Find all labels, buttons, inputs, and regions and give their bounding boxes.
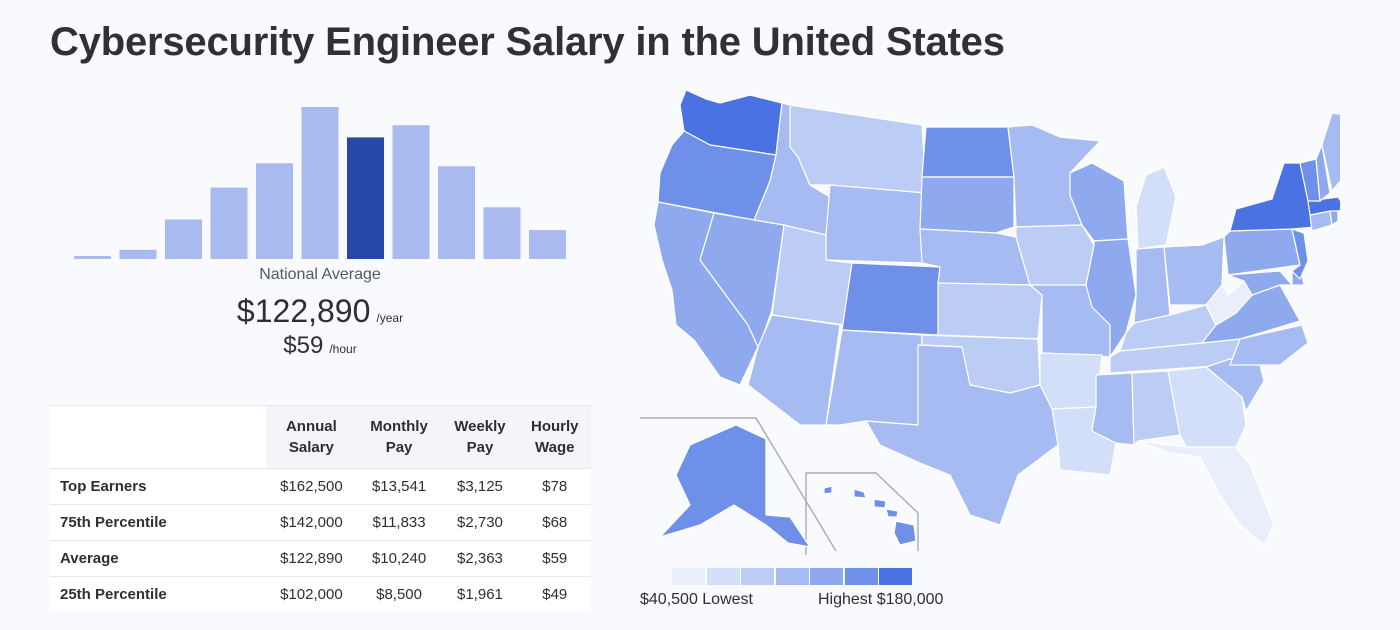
hourly-cell: $78 <box>518 468 591 505</box>
state-IL[interactable] <box>1085 238 1137 358</box>
legend-swatch <box>741 568 774 585</box>
table-corner-cell <box>50 405 266 469</box>
state-AZ[interactable] <box>747 314 841 426</box>
hawaii-island-oahu[interactable] <box>853 488 867 499</box>
histogram-bar-highlight <box>347 137 384 259</box>
table-row: Average $122,890 $10,240 $2,363 $59 <box>50 540 591 577</box>
hourly-cell: $49 <box>518 576 591 612</box>
state-MT[interactable] <box>789 104 927 194</box>
histogram-bar <box>256 163 293 259</box>
state-WY[interactable] <box>825 184 927 264</box>
state-IA[interactable] <box>1015 224 1095 286</box>
state-ME[interactable] <box>1321 112 1340 192</box>
annual-cell: $162,500 <box>266 468 357 505</box>
state-NJ[interactable] <box>1291 228 1309 280</box>
hourly-unit: /hour <box>329 342 357 356</box>
column-header-monthly: Monthly Pay <box>356 405 442 469</box>
column-header-hourly: Hourly Wage <box>518 405 591 469</box>
state-ND[interactable] <box>921 126 1015 178</box>
state-RI[interactable] <box>1329 210 1339 226</box>
legend-high-label: Highest $180,000 <box>818 591 944 608</box>
state-HI[interactable] <box>823 485 917 546</box>
legend-low-label: $40,500 Lowest <box>640 591 753 608</box>
hourly-cell: $59 <box>518 540 591 577</box>
weekly-cell: $2,730 <box>441 504 519 541</box>
histogram-bar <box>483 207 521 259</box>
column-header-weekly: Weekly Pay <box>441 405 519 469</box>
weekly-cell: $1,961 <box>441 576 519 612</box>
state-AR[interactable] <box>1039 352 1103 410</box>
lower-48-states <box>653 89 1340 546</box>
monthly-cell: $13,541 <box>356 468 442 505</box>
state-CO[interactable] <box>841 262 941 336</box>
annual-salary-summary: $122,890/year <box>120 293 520 330</box>
legend-swatch <box>810 568 843 585</box>
salary-distribution-histogram <box>74 107 566 260</box>
row-label: 25th Percentile <box>50 576 266 612</box>
state-MS[interactable] <box>1091 372 1135 446</box>
annual-salary-value: $122,890 <box>236 293 371 329</box>
weekly-cell: $3,125 <box>441 468 519 505</box>
state-SD[interactable] <box>919 176 1015 234</box>
state-SC[interactable] <box>1205 358 1265 412</box>
annual-cell: $142,000 <box>266 504 357 541</box>
monthly-cell: $10,240 <box>356 540 442 577</box>
monthly-cell: $8,500 <box>356 576 442 612</box>
histogram-bar <box>438 166 475 259</box>
hawaii-island-kauai[interactable] <box>823 485 833 495</box>
histogram-bar <box>210 187 248 259</box>
alaska-hawaii-insets <box>640 417 919 555</box>
hourly-wage-summary: $59/hour <box>120 332 520 360</box>
annual-cell: $102,000 <box>266 576 357 612</box>
legend-swatch <box>706 568 740 585</box>
hawaii-inset-border <box>805 472 919 555</box>
salary-percentile-table: Annual Salary Monthly Pay Weekly Pay Hourly… <box>50 405 591 612</box>
monthly-cell: $11,833 <box>356 504 442 541</box>
state-AL[interactable] <box>1131 370 1181 446</box>
state-FL[interactable] <box>1137 440 1275 546</box>
state-KS[interactable] <box>937 282 1043 340</box>
state-NM[interactable] <box>825 329 923 426</box>
legend-swatch <box>672 568 705 585</box>
state-PA[interactable] <box>1223 228 1301 276</box>
column-header-annual: Annual Salary <box>266 405 357 469</box>
histogram-bar <box>392 125 430 260</box>
histogram-bar <box>165 219 202 259</box>
histogram-bar <box>301 107 339 259</box>
state-TX[interactable] <box>865 344 1059 526</box>
legend-swatch <box>844 568 878 585</box>
alaska-inset-border <box>640 417 837 552</box>
table-row: 75th Percentile $142,000 $11,833 $2,730 … <box>50 504 591 541</box>
hawaii-island-molokai[interactable] <box>873 498 887 509</box>
row-label: Average <box>50 540 266 577</box>
legend-swatch <box>879 568 912 585</box>
table-header-row: Annual Salary Monthly Pay Weekly Pay Hourly… <box>50 405 591 469</box>
hourly-wage-value: $59 <box>283 332 324 359</box>
row-label: 75th Percentile <box>50 504 266 541</box>
hawaii-island-maui[interactable] <box>885 508 899 518</box>
state-MD[interactable] <box>1227 270 1293 296</box>
national-average-label: National Average <box>259 266 381 283</box>
histogram-bar <box>119 249 157 259</box>
table-row: 25th Percentile $102,000 $8,500 $1,961 $… <box>50 576 591 612</box>
histogram-bar <box>529 230 566 259</box>
state-NH[interactable] <box>1315 144 1331 202</box>
annual-unit: /year <box>376 311 404 325</box>
legend-swatch <box>775 568 809 585</box>
state-AK[interactable] <box>659 424 811 548</box>
table-row: Top Earners $162,500 $13,541 $3,125 $78 <box>50 468 591 505</box>
page-title: Cybersecurity Engineer Salary in the Uni… <box>50 20 1005 64</box>
hourly-cell: $68 <box>518 504 591 541</box>
us-salary-choropleth-map <box>640 89 1340 555</box>
annual-cell: $122,890 <box>266 540 357 577</box>
row-label: Top Earners <box>50 468 266 505</box>
histogram-bar <box>74 255 111 259</box>
weekly-cell: $2,363 <box>441 540 519 577</box>
state-MI[interactable] <box>1135 166 1177 250</box>
hawaii-island-big-island[interactable] <box>893 520 917 546</box>
